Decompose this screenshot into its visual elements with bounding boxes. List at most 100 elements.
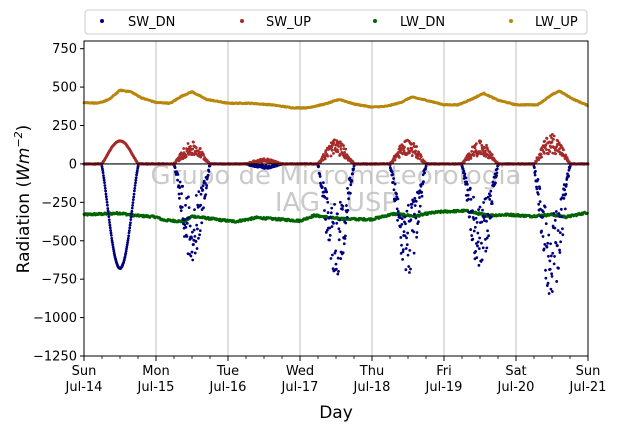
sw-up-point — [397, 155, 401, 159]
sw-dn-point — [541, 210, 545, 214]
sw-up-point — [490, 153, 494, 156]
sw-dn-point — [477, 263, 481, 267]
sw-dn-point — [567, 174, 570, 178]
sw-dn-point — [320, 185, 324, 189]
sw-dn-point — [336, 212, 339, 216]
sw-dn-point — [185, 235, 189, 238]
sw-up-point — [480, 143, 484, 147]
sw-dn-point — [190, 250, 194, 254]
sw-up-point — [539, 153, 543, 156]
sw-dn-point — [549, 254, 553, 258]
sw-up-point — [343, 151, 347, 154]
sw-dn-point — [130, 212, 133, 216]
y-axis-label-close: ) — [14, 125, 34, 132]
sw-dn-point — [472, 195, 475, 199]
sw-up-point — [184, 155, 188, 159]
sw-dn-point — [324, 230, 328, 234]
sw-up-point — [194, 146, 198, 150]
sw-dn-point — [475, 221, 479, 224]
sw-dn-point — [392, 177, 395, 180]
sw-dn-point — [107, 215, 111, 219]
sw-up-point — [332, 152, 335, 155]
y-axis-label-exponent: −2 — [12, 131, 25, 147]
sw-dn-point — [346, 187, 349, 190]
legend-sw-dn-label: SW_DN — [128, 15, 175, 30]
sw-up-point — [544, 148, 548, 151]
sw-up-point — [323, 157, 327, 161]
sw-dn-point — [553, 226, 557, 230]
sw-dn-point — [553, 218, 557, 222]
sw-dn-point — [104, 195, 108, 199]
sw-dn-point — [542, 247, 546, 251]
sw-dn-point — [328, 234, 332, 237]
sw-dn-point — [130, 206, 134, 210]
sw-up-point — [474, 149, 478, 152]
sw-dn-point — [494, 181, 497, 185]
sw-dn-point — [402, 230, 406, 234]
sw-dn-point — [135, 169, 139, 173]
sw-dn-point — [559, 207, 563, 211]
sw-dn-point — [337, 227, 341, 231]
sw-dn-point — [550, 272, 554, 276]
sw-up-point — [552, 134, 556, 138]
sw-dn-point — [330, 206, 334, 210]
sw-up-point — [547, 152, 550, 156]
sw-dn-point — [409, 267, 412, 271]
sw-dn-point — [470, 234, 474, 237]
sw-up-point — [535, 160, 538, 163]
sw-dn-point — [405, 243, 409, 247]
sw-up-point — [393, 158, 397, 162]
sw-dn-point — [190, 236, 194, 240]
sw-dn-point — [133, 184, 137, 187]
sw-dn-point — [345, 204, 348, 207]
sw-dn-point — [202, 206, 205, 210]
sw-dn-point — [404, 222, 407, 226]
sw-dn-point — [487, 234, 491, 238]
sw-dn-point — [408, 271, 411, 274]
sw-up-point — [554, 152, 557, 156]
sw-dn-point — [111, 241, 114, 245]
sw-dn-point — [349, 191, 352, 195]
sw-dn-point — [331, 253, 334, 257]
sw-dn-point — [561, 227, 564, 231]
sw-dn-point — [562, 196, 566, 200]
sw-up-point — [192, 140, 195, 144]
sw-up-point — [406, 147, 410, 150]
sw-dn-point — [332, 221, 335, 225]
sw-dn-point — [102, 178, 106, 182]
sw-dn-point — [322, 190, 326, 194]
sw-dn-point — [345, 215, 349, 219]
sw-dn-point — [480, 241, 483, 245]
sw-up-point — [344, 147, 348, 151]
sw-dn-point — [104, 189, 107, 193]
sw-dn-point — [192, 228, 196, 232]
x-tick-label-day: Wed — [286, 364, 314, 379]
sw-dn-point — [125, 243, 129, 247]
x-tick-label-date: Jul-19 — [425, 380, 463, 395]
sw-dn-point — [336, 256, 340, 260]
sw-dn-point — [553, 255, 556, 258]
x-tick-label-date: Jul-16 — [209, 380, 247, 395]
sw-dn-point — [132, 195, 136, 199]
sw-dn-point — [557, 214, 561, 218]
sw-dn-point — [474, 216, 478, 220]
sw-dn-point — [395, 207, 399, 211]
sw-dn-point — [408, 248, 412, 252]
sw-up-point — [329, 154, 333, 158]
sw-dn-point — [173, 166, 177, 169]
legend-lw-up-label: LW_UP — [535, 15, 578, 30]
sw-dn-point — [410, 202, 414, 206]
sw-dn-point — [188, 224, 192, 228]
sw-dn-point — [471, 237, 475, 241]
sw-up-point — [336, 150, 340, 154]
sw-dn-point — [400, 217, 404, 221]
sw-dn-point — [556, 244, 559, 247]
sw-dn-point — [472, 229, 476, 233]
sw-dn-point — [406, 203, 410, 207]
sw-dn-point — [176, 173, 180, 176]
sw-dn-point — [123, 255, 127, 259]
sw-dn-point — [467, 210, 471, 214]
sw-dn-point — [557, 212, 561, 215]
x-tick-label-date: Jul-21 — [569, 380, 607, 395]
sw-dn-point — [558, 231, 562, 235]
